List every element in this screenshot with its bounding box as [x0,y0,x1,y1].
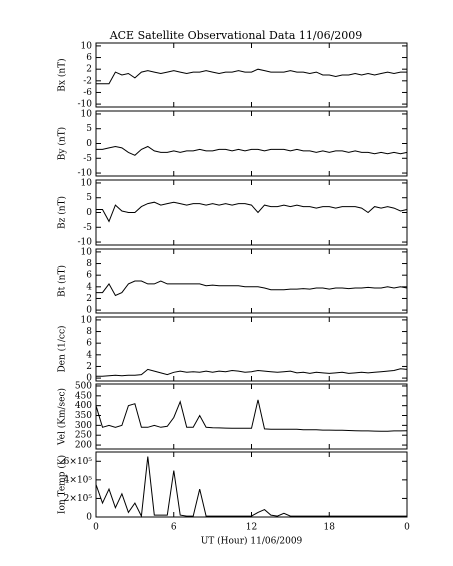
y-tick-label: 6 [86,271,92,281]
chart-title: ACE Satellite Observational Data 11/06/2… [109,29,363,42]
y-tick-label: 250 [75,431,92,441]
y-tick-label: 4 [86,282,92,292]
y-tick-label: 0 [86,374,92,384]
y-tick-label: 2×10⁵ [64,494,93,504]
y-tick-label: 0 [86,513,92,523]
y-axis-label: Vel (Km/sec) [57,388,68,446]
data-line [96,145,408,156]
y-tick-label: 450 [75,391,92,401]
y-axis-label: Den (1/cc) [57,325,68,372]
y-tick-label: 2 [86,362,92,372]
y-tick-label: 4×10⁵ [64,475,93,485]
panel-frame [95,248,408,314]
y-tick-label: 5 [86,193,92,203]
y-tick-label: -6 [83,88,92,98]
y-axis-label: Bx (nT) [57,58,68,91]
y-axis-label: Bt (nT) [57,265,68,297]
y-tick-label: -10 [78,100,93,110]
y-tick-label: 2 [86,294,92,304]
y-axis-label: By (nT) [57,127,68,160]
y-tick-label: 8 [86,259,92,269]
panel-frame [95,110,408,177]
y-tick-label: -2 [83,76,92,86]
x-tick-label: 0 [93,523,99,533]
y-axis-label: Bz (nT) [57,196,68,229]
x-tick-label: 6 [171,523,177,533]
data-line [95,399,408,432]
x-axis-label: UT (Hour) 11/06/2009 [201,536,303,547]
y-axis-label: Ion Temp (K) [57,455,68,514]
data-line [96,68,407,85]
x-tick-label: 0 [404,523,410,533]
y-tick-label: 4 [86,350,92,360]
x-tick-label: 12 [246,523,257,533]
data-line [96,280,408,297]
y-tick-label: 500 [75,381,92,391]
y-tick-label: 0 [86,208,92,218]
x-tick-label: 18 [324,523,336,533]
y-tick-label: 10 [81,41,93,51]
y-tick-label: 400 [75,401,92,411]
y-tick-label: 10 [81,247,93,257]
panel-frame [95,179,408,246]
y-tick-label: 5 [86,124,92,134]
y-tick-label: -5 [83,223,92,233]
y-tick-label: -10 [78,238,93,248]
y-tick-label: 8 [86,327,92,337]
y-tick-label: 0 [86,139,92,149]
y-tick-label: 6 [86,53,92,63]
y-tick-label: 300 [75,421,92,431]
y-tick-label: -5 [83,154,92,164]
y-tick-label: 10 [81,315,93,325]
y-tick-label: 350 [75,411,92,421]
y-tick-label: 6 [86,339,92,349]
y-tick-label: 200 [75,441,92,451]
y-tick-label: -10 [78,169,93,179]
data-line [95,456,407,518]
y-tick-label: 10 [81,109,93,119]
y-tick-label: 6×10⁵ [64,457,93,467]
y-tick-label: 0 [86,306,92,316]
data-line [96,368,408,377]
data-line [96,201,408,223]
y-tick-label: 2 [86,65,92,75]
panel-frame [95,383,408,450]
y-tick-label: 10 [81,178,93,188]
